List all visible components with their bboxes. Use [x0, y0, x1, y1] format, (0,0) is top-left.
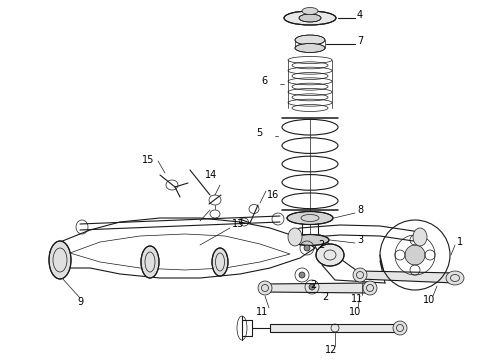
Circle shape [309, 284, 315, 290]
Ellipse shape [287, 212, 333, 225]
Polygon shape [270, 324, 400, 332]
Text: 11: 11 [256, 307, 268, 317]
Ellipse shape [316, 244, 344, 266]
Text: 2: 2 [318, 240, 324, 250]
Text: 10: 10 [349, 307, 361, 317]
Polygon shape [265, 283, 370, 293]
Ellipse shape [284, 11, 336, 25]
Text: 7: 7 [357, 36, 363, 46]
Text: 4: 4 [357, 10, 363, 20]
Ellipse shape [393, 321, 407, 335]
Text: 8: 8 [357, 205, 363, 215]
Text: 2: 2 [310, 280, 316, 290]
Ellipse shape [288, 228, 302, 246]
Circle shape [405, 245, 425, 265]
Text: 5: 5 [256, 129, 262, 138]
Ellipse shape [212, 248, 228, 276]
Text: 15: 15 [142, 155, 154, 165]
Text: 2: 2 [322, 292, 328, 302]
Text: 16: 16 [267, 190, 279, 200]
Ellipse shape [353, 268, 367, 282]
Ellipse shape [49, 241, 71, 279]
Circle shape [304, 245, 310, 251]
Text: 1: 1 [457, 237, 463, 247]
Ellipse shape [258, 281, 272, 295]
Text: 6: 6 [261, 76, 267, 86]
Ellipse shape [141, 246, 159, 278]
Text: 9: 9 [77, 297, 83, 307]
Text: 12: 12 [325, 345, 337, 355]
Text: 14: 14 [205, 170, 217, 180]
Ellipse shape [363, 281, 377, 295]
Text: 10: 10 [423, 295, 435, 305]
Ellipse shape [299, 14, 321, 22]
Circle shape [299, 272, 305, 278]
Ellipse shape [413, 228, 427, 246]
Text: 13: 13 [232, 219, 244, 229]
Text: 3: 3 [357, 235, 363, 245]
Ellipse shape [446, 271, 464, 285]
Polygon shape [360, 271, 455, 283]
Text: 11: 11 [351, 294, 363, 304]
Ellipse shape [291, 234, 329, 246]
Ellipse shape [295, 44, 325, 53]
Ellipse shape [302, 8, 318, 14]
Ellipse shape [295, 35, 325, 45]
